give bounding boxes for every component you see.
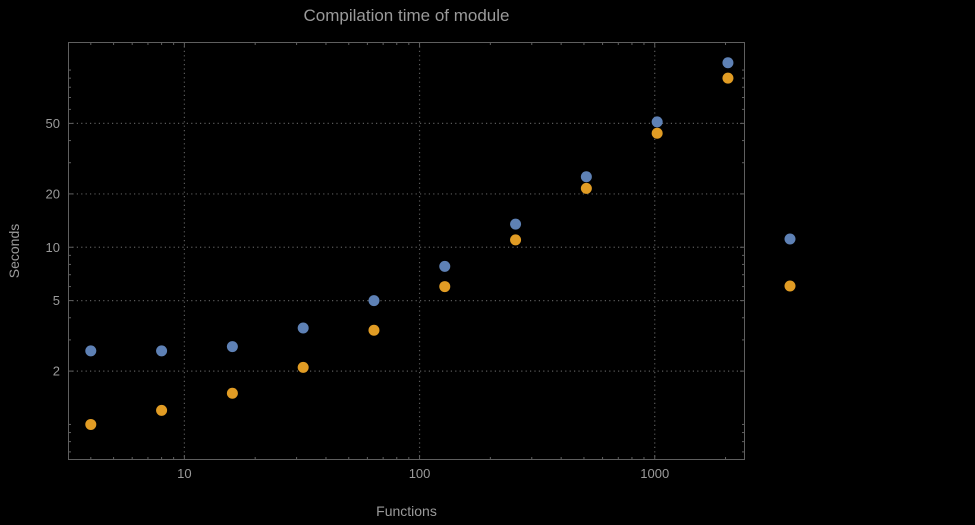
data-point-series-2-orange [651,127,663,139]
data-point-series-1-blue [580,171,592,183]
data-point-series-1-blue [510,218,522,230]
y-axis-label: Seconds [6,223,22,279]
chart-title: Compilation time of module [303,6,510,25]
y-tick-label: 20 [46,186,60,201]
data-point-series-2-orange [156,404,168,416]
y-tick-label: 5 [53,293,60,308]
data-point-series-1-blue [651,116,663,128]
data-point-series-1-blue [439,260,451,272]
x-tick-label: 10 [177,466,191,481]
legend-marker [784,280,796,292]
y-tick-label: 2 [53,364,60,379]
data-point-series-1-blue [226,341,238,353]
legend-marker [784,233,796,245]
x-tick-label: 1000 [640,466,669,481]
data-point-series-1-blue [722,57,734,69]
y-tick-label: 50 [46,116,60,131]
data-point-series-2-orange [368,324,380,336]
x-axis-label: Functions [376,503,437,519]
y-tick-label: 10 [46,240,60,255]
data-point-series-2-orange [297,361,309,373]
data-point-series-1-blue [297,322,309,334]
data-point-series-1-blue [156,345,168,357]
x-tick-label: 100 [409,466,431,481]
data-point-series-2-orange [439,281,451,293]
data-point-series-2-orange [510,234,522,246]
data-point-series-2-orange [722,72,734,84]
data-point-series-1-blue [85,345,97,357]
data-point-series-2-orange [85,418,97,430]
plot-frame [68,42,745,460]
data-point-series-1-blue [368,295,380,307]
data-point-series-2-orange [226,387,238,399]
data-point-series-2-orange [580,182,592,194]
